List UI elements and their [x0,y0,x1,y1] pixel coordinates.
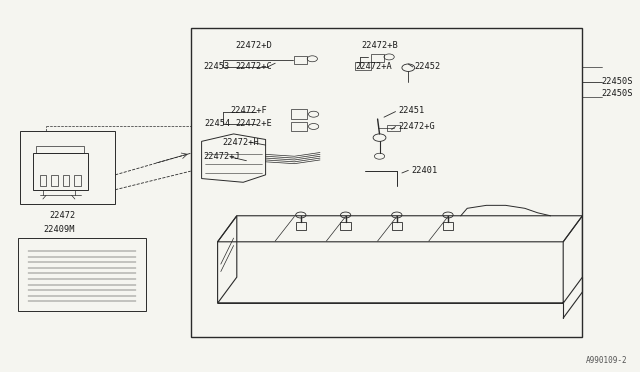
Text: 22472+B: 22472+B [362,41,398,50]
Text: 22472+G: 22472+G [398,122,435,131]
Text: 22472+H: 22472+H [223,138,259,147]
Bar [392,222,402,230]
Text: 22401: 22401 [411,166,437,175]
Bar [387,125,400,131]
Bar [371,54,384,62]
Bar [20,131,115,204]
Text: 22450S: 22450S [602,77,633,86]
Bar [291,122,307,131]
Bar [296,222,306,230]
Text: 22472+J: 22472+J [204,153,240,161]
Bar [294,56,307,64]
Bar [36,146,84,153]
Bar [191,28,582,337]
Text: 22472+D: 22472+D [236,41,272,50]
Text: 22472: 22472 [49,211,76,220]
Bar [40,175,46,186]
Text: 22472+A: 22472+A [355,62,392,71]
Text: 22472+C: 22472+C [236,62,272,71]
Text: A990109-2: A990109-2 [586,356,627,365]
Text: 22453: 22453 [204,62,230,71]
Bar [340,222,351,230]
Text: 22452: 22452 [415,62,441,71]
Bar [291,109,307,119]
Text: 22409M: 22409M [44,225,75,234]
Bar [63,175,69,186]
Bar [33,153,88,190]
Text: 22472+F: 22472+F [230,106,267,115]
Bar [443,222,453,230]
Text: 22454: 22454 [205,119,231,128]
Bar [18,238,146,311]
Bar [355,62,371,70]
Text: 22472+E: 22472+E [236,119,272,128]
Bar [51,175,58,186]
Text: 22450S: 22450S [602,89,633,97]
Text: 22451: 22451 [398,106,424,115]
Bar [74,175,81,186]
